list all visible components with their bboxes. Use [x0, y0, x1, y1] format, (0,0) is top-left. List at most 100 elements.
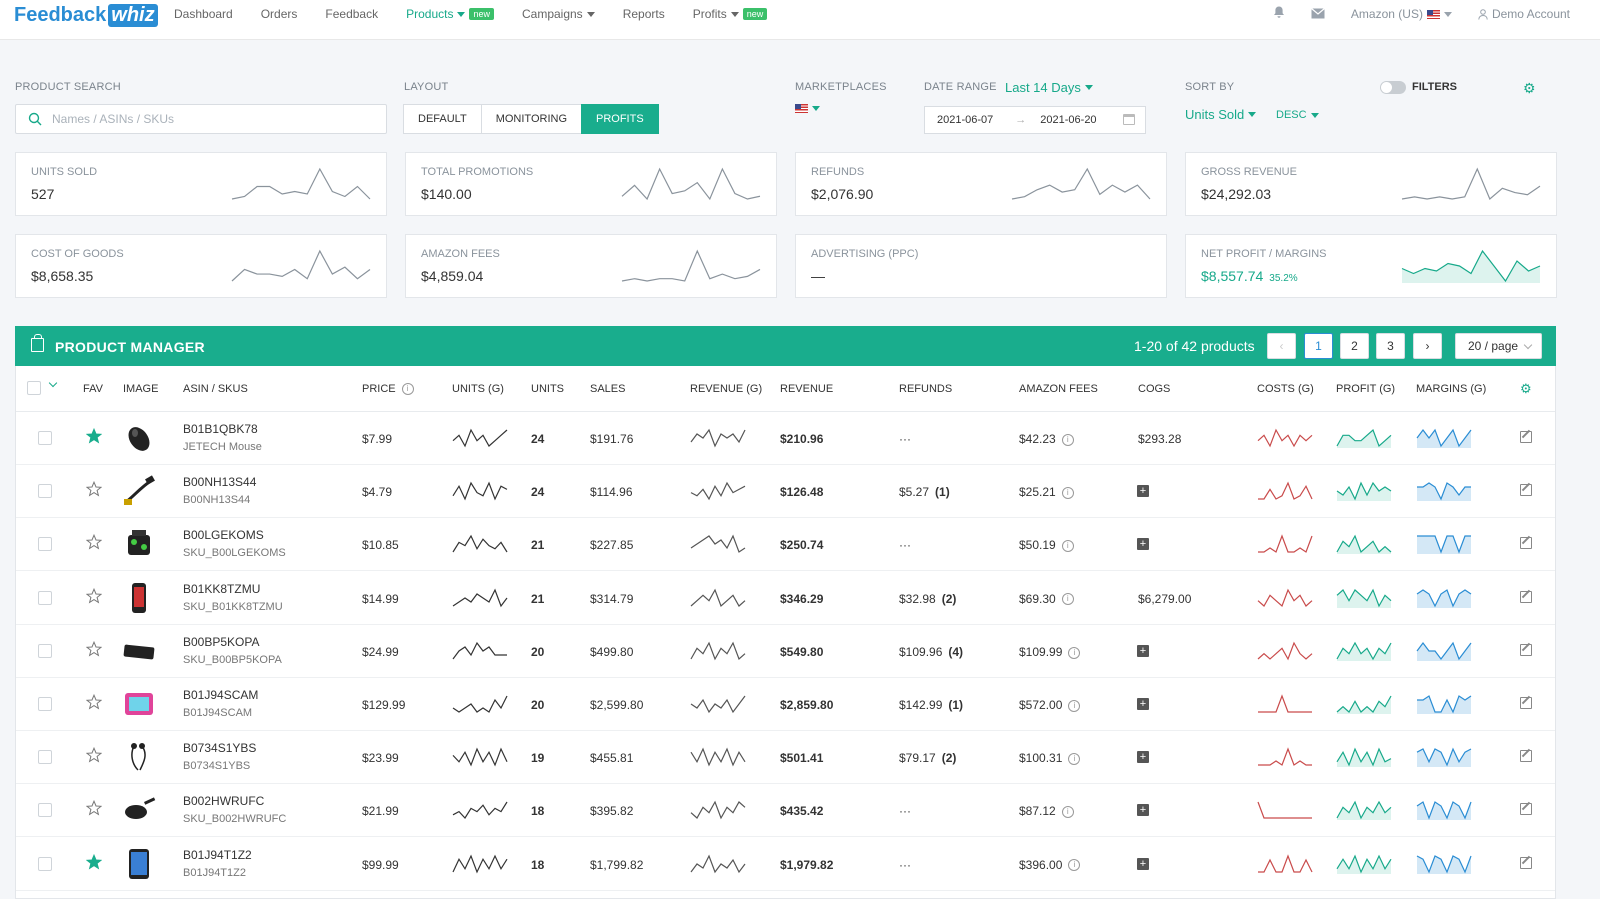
- column-header-profit-g[interactable]: PROFIT (G): [1336, 383, 1396, 395]
- table-row[interactable]: B01J94T1Z2 B01J94T1Z2 $99.99 18 $1,799.82 $1,…: [16, 838, 1555, 891]
- column-header-cogs[interactable]: COGS: [1138, 383, 1171, 395]
- edit-icon[interactable]: [1520, 697, 1532, 709]
- edit-icon[interactable]: [1520, 750, 1532, 763]
- star-outline-icon[interactable]: [86, 747, 102, 763]
- row-checkbox[interactable]: [38, 484, 52, 499]
- layout-monitoring-button[interactable]: MONITORING: [480, 104, 582, 134]
- product-image[interactable]: [122, 527, 156, 561]
- star-outline-icon[interactable]: [86, 534, 102, 550]
- edit-icon[interactable]: [1520, 856, 1532, 869]
- info-icon[interactable]: i: [1068, 646, 1081, 659]
- edit-icon[interactable]: [1520, 803, 1532, 816]
- star-filled-icon[interactable]: [86, 428, 102, 444]
- add-cogs-plus-icon[interactable]: +: [1137, 485, 1149, 498]
- info-icon[interactable]: i: [1061, 487, 1074, 500]
- table-row[interactable]: B01J94SCAM B01J94SCAM $129.99 20 $2,599.80 $2…: [16, 678, 1555, 731]
- select-all-checkbox[interactable]: [27, 381, 41, 395]
- column-header-sales[interactable]: SALES: [590, 383, 626, 395]
- row-checkbox[interactable]: [38, 803, 52, 818]
- table-row[interactable]: B00BP5KOPA SKU_B00BP5KOPA $24.99 20 $499.80 $…: [16, 625, 1555, 678]
- next-page-button[interactable]: ›: [1413, 333, 1442, 359]
- edit-icon[interactable]: [1520, 537, 1532, 550]
- row-checkbox[interactable]: [38, 431, 52, 445]
- star-outline-icon[interactable]: [86, 694, 102, 710]
- row-checkbox[interactable]: [38, 750, 52, 765]
- marketplace-selector[interactable]: Amazon (US): [1351, 7, 1452, 21]
- product-image[interactable]: [122, 634, 156, 668]
- row-checkbox[interactable]: [38, 643, 52, 658]
- column-header-price[interactable]: PRICE i: [362, 383, 414, 396]
- page-2-button[interactable]: 2: [1340, 333, 1369, 359]
- add-cogs-plus-icon[interactable]: +: [1137, 644, 1149, 657]
- row-checkbox[interactable]: [38, 537, 52, 552]
- info-icon[interactable]: i: [401, 383, 414, 396]
- chevron-down-icon[interactable]: [48, 378, 58, 388]
- column-header-revenue-g[interactable]: REVENUE (G): [690, 383, 763, 395]
- add-cogs-plus-icon[interactable]: +: [1137, 538, 1149, 551]
- table-row[interactable]: B01B1QBK78 JETECH Mouse $7.99 24 $191.76 $210…: [16, 412, 1555, 465]
- search-input[interactable]: [52, 112, 352, 126]
- table-row[interactable]: B00LGEKOMS SKU_B00LGEKOMS $10.85 21 $227.85 $…: [16, 518, 1555, 572]
- mail-icon[interactable]: [1311, 7, 1325, 22]
- nav-item-feedback[interactable]: Feedback: [325, 7, 379, 21]
- star-filled-icon[interactable]: [86, 853, 102, 870]
- add-cogs-plus-icon[interactable]: +: [1137, 698, 1149, 710]
- prev-page-button[interactable]: ‹: [1267, 333, 1296, 359]
- add-cogs-plus-icon[interactable]: +: [1137, 751, 1149, 764]
- add-cogs-plus-icon[interactable]: +: [1137, 857, 1149, 870]
- product-image[interactable]: [122, 793, 156, 827]
- nav-item-dashboard[interactable]: Dashboard: [174, 7, 233, 21]
- nav-item-orders[interactable]: Orders: [260, 7, 298, 21]
- row-checkbox[interactable]: [38, 590, 52, 605]
- column-header-units[interactable]: UNITS: [531, 383, 564, 395]
- table-row[interactable]: B00NH13S44 B00NH13S44 $4.79 24 $114.96 $126.4…: [16, 465, 1555, 519]
- edit-icon[interactable]: [1520, 484, 1532, 497]
- page-1-button[interactable]: 1: [1304, 333, 1333, 359]
- filters-toggle[interactable]: [1380, 81, 1406, 94]
- column-header-margins-g[interactable]: MARGINS (G): [1416, 383, 1487, 395]
- column-header-amazon-fees[interactable]: AMAZON FEES: [1019, 383, 1098, 395]
- row-checkbox[interactable]: [38, 697, 52, 711]
- product-image[interactable]: [122, 474, 156, 508]
- columns-settings-gear-icon[interactable]: ⚙: [1520, 381, 1532, 396]
- table-row[interactable]: B01KK8TZMU SKU_B01KK8TZMU $14.99 21 $314.79 $…: [16, 572, 1555, 625]
- page-size-select[interactable]: 20 / page: [1455, 333, 1542, 359]
- column-header-image[interactable]: IMAGE: [123, 383, 159, 395]
- layout-default-button[interactable]: DEFAULT: [403, 104, 482, 134]
- column-header-fav[interactable]: FAV: [83, 383, 103, 395]
- nav-item-campaigns[interactable]: Campaigns: [522, 7, 595, 21]
- info-icon[interactable]: i: [1061, 540, 1074, 553]
- add-cogs-plus-icon[interactable]: +: [1137, 804, 1149, 817]
- nav-item-profits[interactable]: Profits new: [693, 7, 768, 21]
- info-icon[interactable]: i: [1068, 699, 1081, 712]
- date-range-picker[interactable]: 2021-06-07 → 2021-06-20: [924, 106, 1146, 134]
- edit-icon[interactable]: [1520, 643, 1532, 656]
- bell-icon[interactable]: [1273, 6, 1285, 22]
- sort-by-dropdown[interactable]: Units Sold: [1185, 107, 1257, 122]
- edit-icon[interactable]: [1520, 431, 1532, 443]
- product-image[interactable]: [122, 740, 156, 774]
- info-icon[interactable]: i: [1068, 859, 1081, 872]
- column-header-refunds[interactable]: REFUNDS: [899, 383, 953, 395]
- star-outline-icon[interactable]: [86, 640, 102, 657]
- settings-gear-icon[interactable]: ⚙: [1523, 80, 1536, 96]
- info-icon[interactable]: i: [1061, 593, 1074, 606]
- column-header-revenue[interactable]: REVENUE: [780, 383, 834, 395]
- product-image[interactable]: [122, 421, 156, 455]
- product-image[interactable]: [122, 847, 156, 881]
- sort-direction-dropdown[interactable]: DESC: [1276, 109, 1319, 121]
- column-header-costs-g[interactable]: COSTS (G): [1257, 383, 1314, 395]
- info-icon[interactable]: i: [1068, 753, 1081, 766]
- table-row[interactable]: B002HWRUFC SKU_B002HWRUFC $21.99 18 $395.82 $…: [16, 784, 1555, 838]
- logo[interactable]: Feedback whiz: [14, 2, 158, 28]
- column-header-units-g[interactable]: UNITS (G): [452, 383, 504, 395]
- edit-icon[interactable]: [1520, 590, 1532, 603]
- nav-item-reports[interactable]: Reports: [622, 7, 665, 21]
- product-image[interactable]: [122, 687, 156, 721]
- star-outline-icon[interactable]: [86, 800, 102, 816]
- page-3-button[interactable]: 3: [1376, 333, 1405, 359]
- account-menu[interactable]: Demo Account: [1478, 7, 1570, 21]
- product-image[interactable]: [122, 581, 156, 615]
- info-icon[interactable]: i: [1061, 433, 1074, 446]
- info-icon[interactable]: i: [1061, 806, 1074, 819]
